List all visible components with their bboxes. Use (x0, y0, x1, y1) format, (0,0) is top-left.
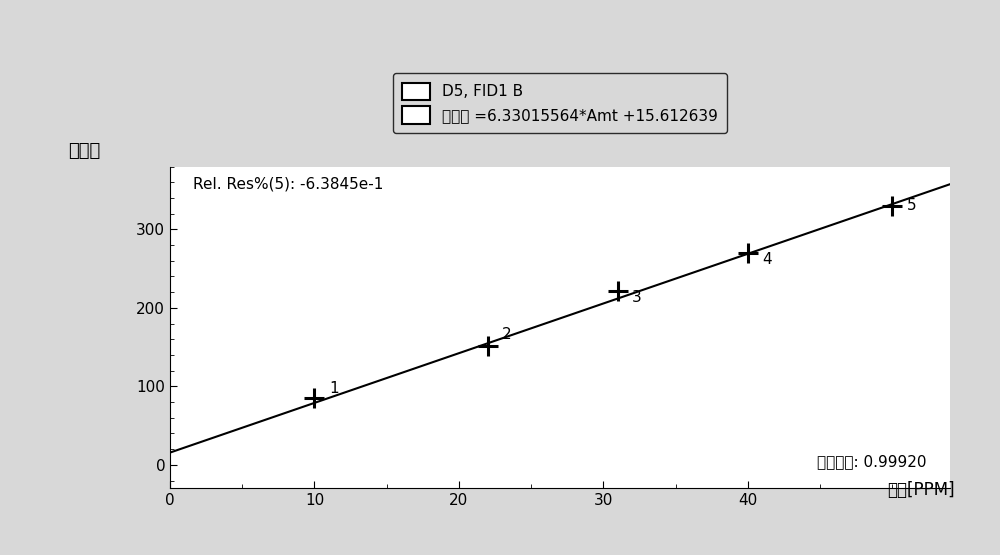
Text: 2: 2 (502, 327, 512, 342)
Text: Rel. Res%(5): -6.3845e-1: Rel. Res%(5): -6.3845e-1 (193, 176, 384, 191)
Text: 3: 3 (632, 290, 642, 305)
Text: 相关系数: 0.99920: 相关系数: 0.99920 (817, 454, 927, 469)
Text: 4: 4 (762, 252, 772, 267)
Text: 5: 5 (907, 198, 916, 213)
Text: 峰面积: 峰面积 (69, 142, 101, 160)
Text: 含量[PPM]: 含量[PPM] (887, 482, 955, 500)
Text: 1: 1 (329, 381, 339, 396)
Legend: D5, FID1 B, 峰面积 =6.33015564*Amt +15.612639: D5, FID1 B, 峰面积 =6.33015564*Amt +15.6126… (393, 73, 727, 133)
